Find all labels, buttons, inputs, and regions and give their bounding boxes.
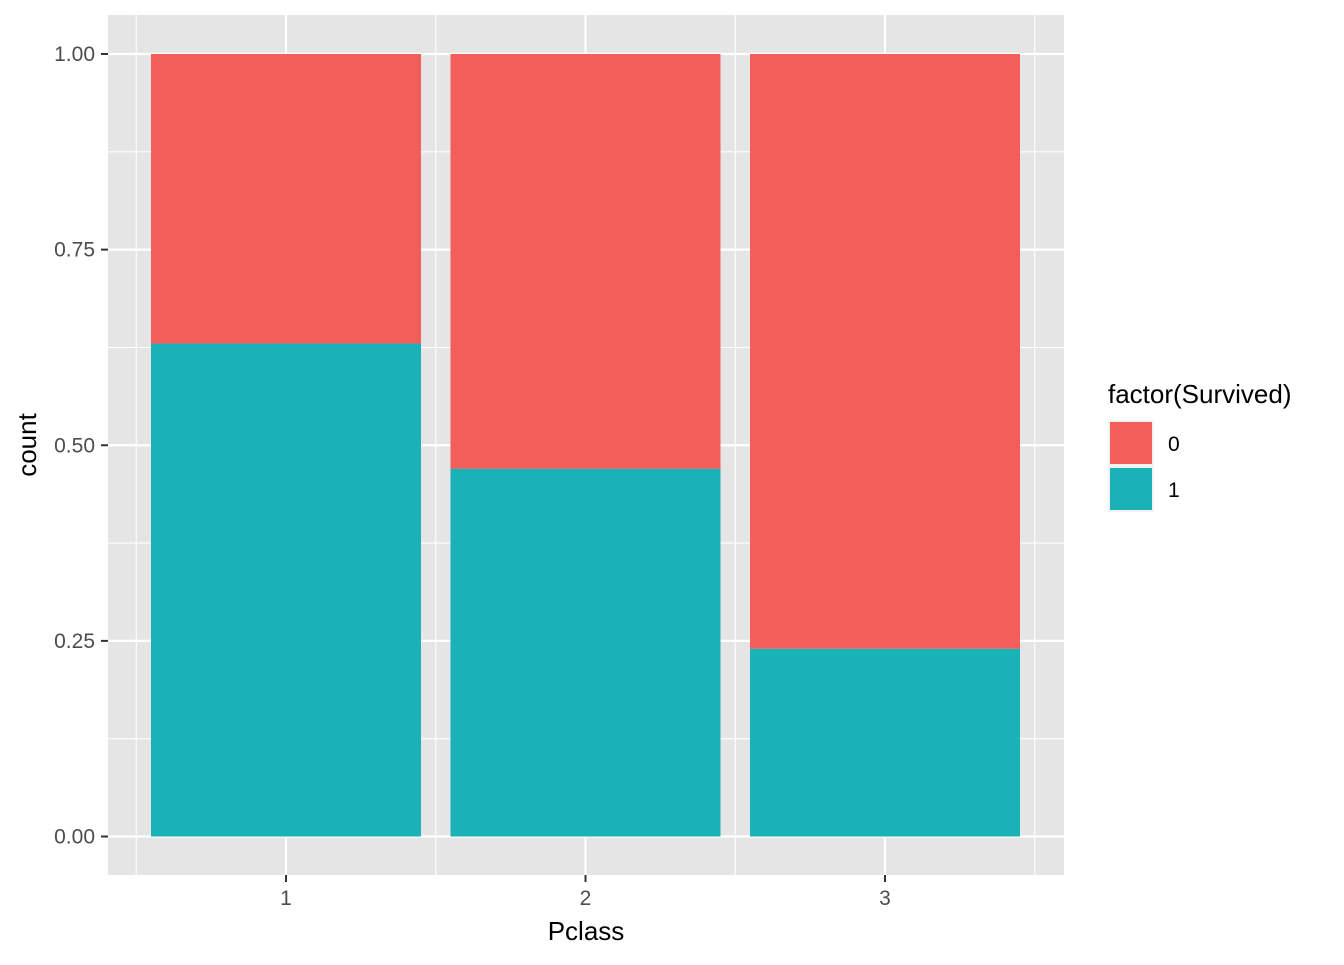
- x-tick-label: 3: [879, 887, 891, 910]
- y-tick-label: 0.75: [54, 239, 95, 262]
- legend-keys: 01: [1108, 420, 1180, 512]
- x-tick-label: 2: [580, 887, 592, 910]
- bar-segment-pclass-3-survived-1: [750, 648, 1020, 837]
- legend-label-0: 0: [1168, 433, 1180, 456]
- legend-label-1: 1: [1168, 479, 1180, 502]
- legend: factor(Survived) 01: [1108, 379, 1292, 512]
- bar-segment-pclass-2-survived-0: [450, 54, 721, 469]
- x-axis-title: Pclass: [548, 916, 625, 946]
- x-tick-label: 1: [280, 887, 292, 910]
- bar-segment-pclass-2-survived-1: [450, 468, 721, 837]
- y-tick-label: 1.00: [54, 43, 95, 66]
- y-axis-title: count: [12, 412, 42, 476]
- legend-swatch-1: [1110, 468, 1152, 510]
- bar-segment-pclass-1-survived-1: [151, 343, 421, 837]
- y-tick-label: 0.25: [54, 630, 95, 653]
- y-axis: 0.00 0.25 0.50 0.75 1.00: [54, 43, 108, 849]
- bar-segment-pclass-3-survived-0: [750, 54, 1020, 649]
- bar-segment-pclass-1-survived-0: [151, 54, 421, 344]
- y-tick-label: 0.50: [54, 434, 95, 457]
- y-tick-label: 0.00: [54, 826, 95, 849]
- bars: [151, 54, 1020, 837]
- x-axis: 1 2 3: [280, 875, 891, 910]
- legend-swatch-0: [1110, 422, 1152, 464]
- legend-title: factor(Survived): [1108, 379, 1292, 409]
